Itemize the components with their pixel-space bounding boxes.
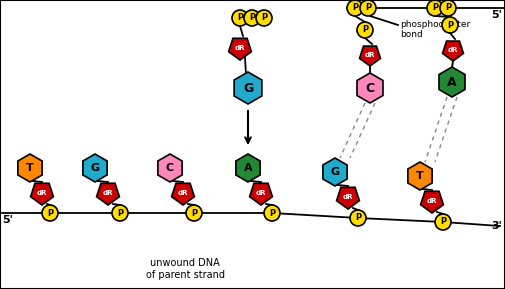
Text: T: T <box>26 163 34 173</box>
Circle shape <box>264 205 280 221</box>
Text: P: P <box>269 208 275 218</box>
Circle shape <box>256 10 272 26</box>
Text: C: C <box>166 163 174 173</box>
Circle shape <box>112 205 128 221</box>
Polygon shape <box>158 154 182 182</box>
Text: P: P <box>355 214 361 223</box>
Polygon shape <box>229 38 251 60</box>
Text: 5': 5' <box>2 215 13 225</box>
Polygon shape <box>234 72 262 104</box>
Text: 5': 5' <box>491 10 502 20</box>
Text: P: P <box>440 218 446 227</box>
Text: P: P <box>447 21 453 29</box>
Text: P: P <box>432 3 438 12</box>
Polygon shape <box>323 158 347 186</box>
Circle shape <box>440 0 456 16</box>
Text: dR: dR <box>103 190 113 196</box>
Text: G: G <box>90 163 99 173</box>
Text: T: T <box>416 171 424 181</box>
Polygon shape <box>236 154 260 182</box>
Text: P: P <box>237 14 243 23</box>
Text: P: P <box>117 208 123 218</box>
Text: dR: dR <box>427 198 437 204</box>
Text: unwound DNA
of parent strand: unwound DNA of parent strand <box>145 258 225 279</box>
Polygon shape <box>442 41 464 61</box>
Text: P: P <box>47 208 53 218</box>
Circle shape <box>435 214 451 230</box>
Polygon shape <box>357 73 383 103</box>
Text: P: P <box>261 14 267 23</box>
Circle shape <box>357 22 373 38</box>
Text: P: P <box>365 3 371 12</box>
Text: P: P <box>362 25 368 34</box>
Text: G: G <box>243 81 253 95</box>
Text: dR: dR <box>235 45 245 51</box>
Polygon shape <box>96 183 119 205</box>
Polygon shape <box>172 183 194 205</box>
Text: P: P <box>191 208 197 218</box>
Text: dR: dR <box>178 190 188 196</box>
Text: C: C <box>366 81 375 95</box>
Text: G: G <box>330 167 339 177</box>
Text: A: A <box>244 163 252 173</box>
Polygon shape <box>421 191 443 213</box>
Circle shape <box>442 17 458 33</box>
Text: dR: dR <box>448 47 458 53</box>
Text: P: P <box>445 3 451 12</box>
Polygon shape <box>83 154 107 182</box>
Text: P: P <box>352 3 358 12</box>
Text: dR: dR <box>365 52 375 58</box>
Text: dR: dR <box>256 190 266 196</box>
Circle shape <box>42 205 58 221</box>
Text: phosphodiester
bond: phosphodiester bond <box>400 20 470 39</box>
Text: P: P <box>249 14 255 23</box>
Polygon shape <box>249 183 272 205</box>
Circle shape <box>427 0 443 16</box>
Circle shape <box>350 210 366 226</box>
Polygon shape <box>337 187 360 209</box>
Polygon shape <box>408 162 432 190</box>
Circle shape <box>232 10 248 26</box>
Circle shape <box>244 10 260 26</box>
Polygon shape <box>18 154 42 182</box>
Polygon shape <box>360 46 380 66</box>
Text: A: A <box>447 75 457 88</box>
Polygon shape <box>439 67 465 97</box>
Circle shape <box>186 205 202 221</box>
Text: dR: dR <box>343 194 354 200</box>
Circle shape <box>360 0 376 16</box>
Text: 3': 3' <box>491 221 502 231</box>
Text: dR: dR <box>37 190 47 196</box>
Circle shape <box>347 0 363 16</box>
Polygon shape <box>31 183 54 205</box>
